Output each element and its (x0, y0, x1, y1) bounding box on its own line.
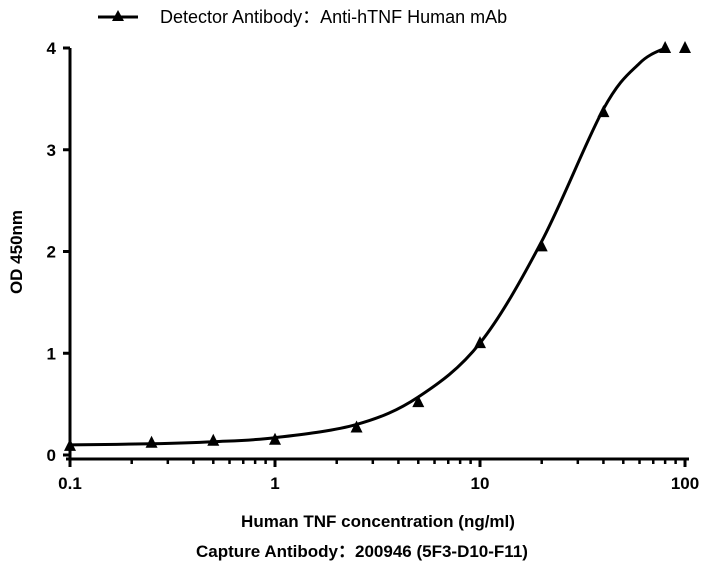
legend: Detector Antibody：Anti-hTNF Human mAb (98, 7, 507, 27)
x-tick-label: 1 (270, 474, 279, 493)
x-tick-label: 10 (471, 474, 490, 493)
y-tick-label: 2 (47, 243, 56, 262)
x-tick-label: 0.1 (58, 474, 82, 493)
legend-triangle-icon (112, 10, 124, 21)
data-point-triangle (64, 438, 76, 451)
y-tick-label: 4 (47, 39, 57, 58)
data-point-triangle (474, 336, 486, 349)
y-tick-label: 1 (47, 344, 56, 363)
data-point-triangle (659, 41, 672, 53)
data-point-triangle (350, 420, 363, 433)
y-tick-label: 3 (47, 141, 56, 160)
data-point-triangle (597, 105, 610, 118)
y-tick-label: 0 (47, 446, 56, 465)
data-point-triangle (207, 433, 220, 446)
data-point-triangle (145, 435, 158, 448)
legend-text: Detector Antibody：Anti-hTNF Human mAb (160, 7, 507, 27)
data-points (64, 41, 691, 451)
x-axis-label: Human TNF concentration (ng/ml) (241, 512, 515, 531)
data-point-triangle (412, 395, 425, 408)
x-tick-label: 100 (671, 474, 699, 493)
y-axis-label: OD 450nm (7, 210, 26, 294)
fit-curve (69, 46, 666, 447)
data-point-triangle (535, 239, 548, 252)
data-point-triangle (679, 41, 691, 53)
data-point-triangle (269, 432, 281, 445)
chart-subtitle: Capture Antibody：200946 (5F3-D10-F11) (196, 542, 528, 561)
axes: 0 1 2 3 4 0.1 1 10 100 (47, 39, 700, 493)
